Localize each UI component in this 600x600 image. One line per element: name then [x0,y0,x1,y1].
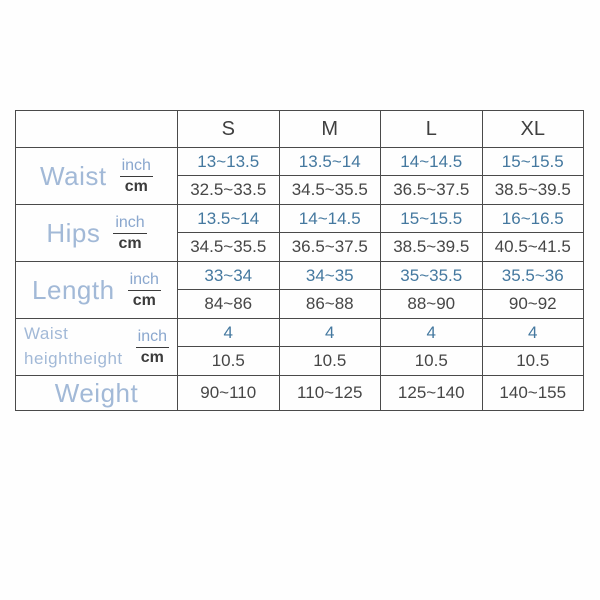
waist-inch-s: 13~13.5 [177,147,280,176]
header-size-xl: XL [481,110,584,148]
length-label: Length [32,274,115,305]
unit-inch-label: inch [119,157,153,177]
hips-inch-l: 15~15.5 [380,204,483,233]
hips-inch-xl: 16~16.5 [481,204,584,233]
hips-unit-fraction: inch cm [113,214,147,252]
header-size-m: M [278,110,381,148]
length-unit-fraction: inch cm [127,271,161,309]
header-empty-cell [15,110,178,148]
waist-inch-xl: 15~15.5 [481,147,584,176]
unit-inch-label: inch [113,214,147,234]
unit-inch-label: inch [135,328,169,348]
waist-cm-m: 34.5~35.5 [278,175,381,205]
length-inch-xl: 35.5~36 [481,261,584,290]
unit-cm-label: cm [124,177,148,195]
hips-cm-xl: 40.5~41.5 [481,232,584,262]
waist-height-cm-xl: 10.5 [481,346,584,376]
length-cm-xl: 90~92 [481,289,584,319]
waist-height-label-cell: Waist heightheight inch cm [15,318,178,376]
waist-height-inch-s: 4 [177,318,280,347]
unit-cm-label: cm [132,291,156,309]
hips-inch-s: 13.5~14 [177,204,280,233]
weight-s: 90~110 [177,375,280,411]
weight-xl: 140~155 [481,375,584,411]
weight-l: 125~140 [380,375,483,411]
length-inch-l: 35~35.5 [380,261,483,290]
unit-inch-label: inch [127,271,161,291]
header-size-s: S [177,110,280,148]
waist-height-inch-row: Waist heightheight inch cm 4 4 4 4 [15,318,584,376]
weight-label: Weight [54,377,139,408]
waist-unit-fraction: inch cm [119,157,153,195]
waist-height-unit-fraction: inch cm [135,328,169,366]
length-cm-l: 88~90 [380,289,483,319]
waist-height-inch-xl: 4 [481,318,584,347]
hips-label-cell: Hips inch cm [15,204,178,262]
waist-cm-xl: 38.5~39.5 [481,175,584,205]
waist-height-cm-l: 10.5 [380,346,483,376]
waist-inch-l: 14~14.5 [380,147,483,176]
waist-cm-row: 32.5~33.5 34.5~35.5 36.5~37.5 38.5~39.5 [16,175,584,205]
waist-height-cm-s: 10.5 [177,346,280,376]
weight-label-cell: Weight [15,375,178,411]
length-inch-row: Length inch cm 33~34 34~35 35~35.5 35.5~… [15,261,584,319]
waist-inch-m: 13.5~14 [278,147,381,176]
length-cm-s: 84~86 [177,289,280,319]
length-cm-row: 84~86 86~88 88~90 90~92 [16,289,584,319]
waist-cm-l: 36.5~37.5 [380,175,483,205]
waist-height-inch-l: 4 [380,318,483,347]
hips-cm-m: 36.5~37.5 [278,232,381,262]
waist-label-cell: Waist inch cm [15,147,178,205]
hips-cm-l: 38.5~39.5 [380,232,483,262]
length-label-cell: Length inch cm [15,261,178,319]
header-row: S M L XL [15,110,584,148]
waist-height-label: Waist heightheight [24,324,123,368]
waist-cm-s: 32.5~33.5 [177,175,280,205]
hips-inch-m: 14~14.5 [278,204,381,233]
unit-cm-label: cm [118,234,142,252]
waist-height-cm-row: 10.5 10.5 10.5 10.5 [16,346,584,376]
unit-cm-label: cm [140,348,164,366]
length-inch-m: 34~35 [278,261,381,290]
length-inch-s: 33~34 [177,261,280,290]
length-cm-m: 86~88 [278,289,381,319]
waist-label: Waist [40,160,107,191]
waist-height-inch-m: 4 [278,318,381,347]
hips-cm-row: 34.5~35.5 36.5~37.5 38.5~39.5 40.5~41.5 [16,232,584,262]
waist-inch-row: Waist inch cm 13~13.5 13.5~14 14~14.5 15… [15,147,584,205]
waist-height-cm-m: 10.5 [278,346,381,376]
weight-row: Weight 90~110 110~125 125~140 140~155 [15,375,584,411]
hips-cm-s: 34.5~35.5 [177,232,280,262]
size-chart-table: S M L XL Waist inch cm 13~13.5 13.5~14 1… [15,110,584,411]
hips-label: Hips [46,217,101,248]
header-size-l: L [380,110,483,148]
weight-m: 110~125 [278,375,381,411]
hips-inch-row: Hips inch cm 13.5~14 14~14.5 15~15.5 16~… [15,204,584,262]
